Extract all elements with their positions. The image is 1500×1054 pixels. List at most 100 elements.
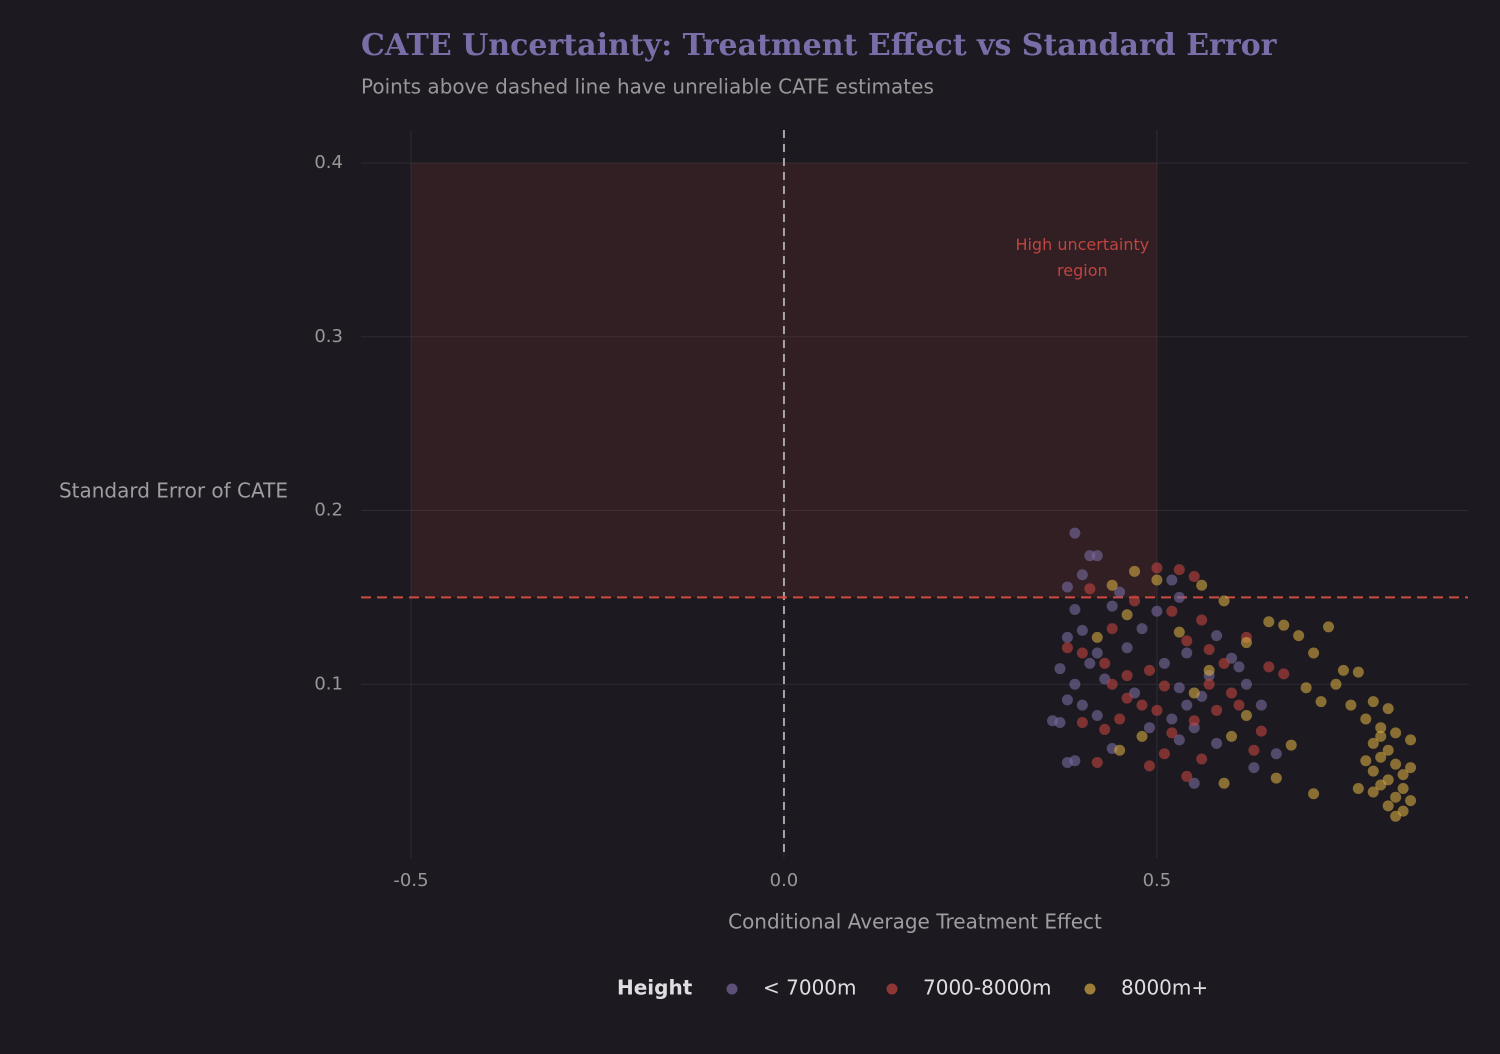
data-point [1076,716,1088,728]
data-point [1367,696,1379,708]
data-point [1069,604,1081,616]
data-point [1308,788,1320,800]
data-point [1143,760,1155,772]
data-point [1382,744,1394,756]
data-point [1114,744,1126,756]
data-point [1300,682,1312,694]
data-point [1121,670,1133,682]
x-tick-label: 0.0 [770,870,799,891]
data-point [1397,769,1409,781]
data-point [1375,722,1387,734]
y-tick-label: 0.3 [314,326,343,347]
data-point [1240,678,1252,690]
data-point [1143,664,1155,676]
data-point [1390,727,1402,739]
data-point [1173,734,1185,746]
legend-title: Height [617,976,693,1000]
data-point [1405,734,1417,746]
data-point [1121,642,1133,654]
data-point [1181,647,1193,659]
data-point [1084,657,1096,669]
chart-title: CATE Uncertainty: Treatment Effect vs St… [361,28,1278,63]
data-point [1196,579,1208,591]
y-tick-label: 0.4 [314,152,343,173]
data-point [1061,642,1073,654]
data-point [1188,571,1200,583]
data-point [1099,723,1111,735]
data-point [1196,614,1208,626]
data-point [1136,730,1148,742]
data-point [1076,624,1088,636]
data-point [1084,583,1096,595]
x-axis-label: Conditional Average Treatment Effect [728,910,1102,934]
data-point [1151,562,1163,574]
data-point [1203,644,1215,656]
data-point [1136,699,1148,711]
data-point [1375,751,1387,763]
data-point [1285,739,1297,751]
data-point [1173,626,1185,638]
data-point [1390,791,1402,803]
data-point [1076,569,1088,581]
data-point [1255,699,1267,711]
y-tick-label: 0.1 [314,673,343,694]
legend-label: 7000-8000m [923,976,1052,1000]
legend-swatch [726,983,738,995]
data-point [1091,550,1103,562]
data-point [1106,579,1118,591]
data-point [1226,730,1238,742]
data-point [1375,779,1387,791]
data-point [1188,715,1200,727]
data-point [1367,786,1379,798]
data-point [1337,664,1349,676]
data-point [1061,631,1073,643]
data-point [1293,630,1305,642]
data-point [1188,687,1200,699]
data-point [1233,661,1245,673]
data-point [1240,637,1252,649]
data-point [1158,680,1170,692]
data-point [1114,586,1126,598]
data-point [1069,678,1081,690]
data-point [1390,758,1402,770]
data-point [1129,595,1141,607]
data-point [1405,795,1417,807]
data-point [1106,600,1118,612]
x-tick-label: 0.5 [1143,870,1172,891]
data-point [1091,756,1103,768]
data-point [1166,574,1178,586]
data-point [1106,678,1118,690]
data-point [1218,777,1230,789]
data-point [1397,783,1409,795]
data-point [1375,730,1387,742]
data-point [1278,619,1290,631]
data-point [1263,661,1275,673]
data-point [1367,737,1379,749]
data-point [1248,744,1260,756]
data-point [1151,704,1163,716]
data-point [1061,581,1073,593]
data-point [1323,621,1335,633]
data-point [1315,696,1327,708]
legend-swatch [1084,983,1096,995]
data-point [1211,630,1223,642]
data-point [1218,595,1230,607]
data-point [1263,616,1275,628]
data-point [1330,678,1342,690]
legend-swatch [886,983,898,995]
data-point [1158,748,1170,760]
data-point [1166,727,1178,739]
data-point [1114,713,1126,725]
data-point [1352,783,1364,795]
data-point [1121,609,1133,621]
data-point [1106,623,1118,635]
data-point [1405,762,1417,774]
data-point [1076,699,1088,711]
data-point [1270,772,1282,784]
data-point [1069,527,1081,539]
data-point [1054,663,1066,675]
data-point [1099,657,1111,669]
data-point [1382,800,1394,812]
data-point [1173,591,1185,603]
data-point [1173,682,1185,694]
